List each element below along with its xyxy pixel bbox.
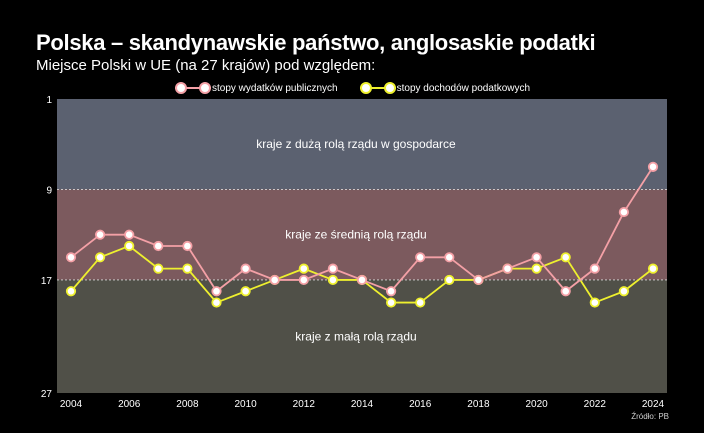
y-tick-label-2: 17 [41, 276, 53, 287]
legend: stopy wydatków publicznych stopy dochodó… [175, 79, 552, 97]
band-label-2: kraje z małą rolą rządu [295, 329, 416, 343]
chart-title: Polska – skandynawskie państwo, anglosas… [36, 30, 596, 55]
x-tick-label-6: 2016 [409, 399, 432, 410]
series-1-point-2009 [211, 297, 222, 308]
x-tick-label-7: 2018 [467, 399, 490, 410]
x-tick-label-0: 2004 [60, 399, 83, 410]
series-1-point-2023 [618, 286, 630, 297]
series-0-point-2008 [182, 240, 193, 252]
x-tick-label-2: 2008 [176, 399, 199, 410]
band-label-1: kraje ze średnią rolą rządu [285, 228, 426, 242]
series-0-point-2007 [153, 240, 164, 252]
series-1-point-2021 [560, 252, 571, 263]
band-2 [57, 279, 667, 393]
x-tick-label-10: 2024 [642, 399, 665, 410]
legend-swatch-wydatki [175, 82, 211, 94]
series-1-point-2005 [95, 252, 106, 263]
band-label-0: kraje z dużą rolą rządu w gospodarce [256, 137, 456, 151]
series-1-point-2008 [182, 263, 193, 274]
source-note: Źródło: PB [631, 412, 669, 421]
legend-item-wydatki: stopy wydatków publicznych [175, 82, 338, 94]
series-1-point-2006 [124, 240, 135, 252]
series-0-point-2004 [65, 252, 77, 263]
series-1-point-2010 [240, 286, 251, 297]
series-1-point-2017 [444, 274, 455, 286]
series-1-point-2016 [415, 297, 426, 308]
series-0-point-2022 [589, 263, 600, 274]
series-0-point-2020 [531, 252, 542, 263]
legend-label-wydatki: stopy wydatków publicznych [212, 82, 338, 94]
series-1-point-2020 [531, 263, 542, 274]
x-tick-label-8: 2020 [525, 399, 548, 410]
legend-swatch-dochody [359, 82, 396, 94]
chart-subtitle: Miejsce Polski w UE (na 27 krajów) pod w… [36, 57, 376, 74]
legend-label-dochody: stopy dochodów podatkowych [396, 82, 531, 94]
legend-item-dochody: stopy dochodów podatkowych [359, 82, 531, 94]
series-1-point-2013 [327, 274, 338, 286]
x-tick-label-3: 2010 [234, 399, 257, 410]
y-tick-label-3: 27 [41, 389, 53, 400]
series-0-point-2015 [385, 286, 397, 297]
series-0-point-2023 [618, 206, 630, 218]
series-0-point-2013 [327, 263, 338, 274]
y-tick-label-1: 9 [46, 185, 52, 196]
x-tick-label-1: 2006 [118, 399, 141, 410]
series-0-point-2017 [444, 252, 455, 263]
series-0-point-2011 [269, 274, 280, 286]
series-0-point-2009 [211, 286, 222, 297]
series-0-point-2014 [356, 274, 368, 286]
series-0-point-2006 [124, 229, 135, 240]
series-1-point-2007 [153, 263, 164, 274]
series-0-point-2019 [502, 263, 513, 274]
series-0-point-2010 [240, 263, 251, 274]
series-1-point-2022 [589, 297, 600, 308]
series-1-point-2015 [385, 297, 397, 308]
y-tick-label-0: 1 [46, 95, 52, 106]
series-0-point-2005 [95, 229, 106, 240]
x-tick-label-9: 2022 [584, 399, 607, 410]
band-0 [57, 99, 667, 190]
series-1-point-2024 [647, 263, 659, 274]
series-1-point-2012 [298, 263, 309, 274]
x-tick-label-5: 2014 [351, 399, 374, 410]
series-1-point-2004 [65, 286, 77, 297]
series-0-point-2012 [298, 274, 309, 286]
series-0-point-2016 [415, 252, 426, 263]
series-0-point-2021 [560, 286, 571, 297]
series-0-point-2018 [473, 274, 484, 286]
x-tick-label-4: 2012 [293, 399, 316, 410]
series-0-point-2024 [647, 161, 659, 172]
